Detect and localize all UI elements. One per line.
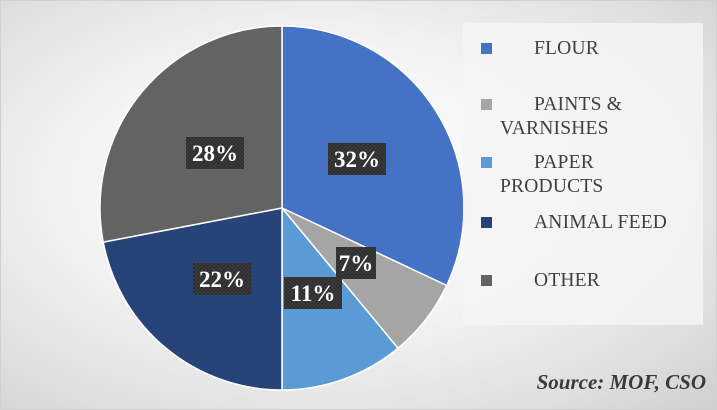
data-label: 11%: [284, 277, 342, 309]
legend-item-paper-products: PAPER PRODUCTS: [481, 151, 700, 199]
legend-label: PAPER PRODUCTS: [500, 152, 604, 197]
legend-swatch: [481, 157, 492, 168]
legend-swatch: [481, 275, 492, 286]
data-label: 32%: [328, 143, 386, 175]
source-note: Source: MOF, CSO: [536, 370, 706, 394]
pie-data-labels: 32% 7%11% 22% 28%: [186, 137, 386, 309]
legend: FLOUR PAINTS & VARNISHES PAPER PRODUCTS ANI…: [463, 23, 703, 325]
data-label: 22%: [193, 263, 251, 295]
data-label-text: 28%: [192, 141, 238, 166]
data-label-text: 11%: [291, 281, 336, 306]
legend-item-other: OTHER: [481, 269, 700, 293]
legend-swatch: [481, 217, 492, 228]
legend-swatch: [481, 99, 492, 110]
data-label-box: [328, 143, 386, 175]
data-label-text: 7%: [339, 251, 374, 276]
data-label-box: [186, 137, 244, 169]
data-label-box: [284, 277, 342, 309]
data-label: 7%: [336, 247, 376, 279]
legend-swatch: [481, 43, 492, 54]
legend-label: PAINTS & VARNISHES: [500, 94, 623, 139]
data-label-box: [336, 247, 376, 279]
pie-slice-other: [99, 25, 283, 243]
legend-label: OTHER: [534, 270, 600, 291]
pie-slices: [99, 25, 465, 391]
data-label-text: 22%: [199, 267, 245, 292]
legend-item-animal-feed: ANIMAL FEED: [481, 211, 700, 235]
data-label: 28%: [186, 137, 244, 169]
legend-label: FLOUR: [534, 38, 599, 59]
data-label-text: 32%: [334, 147, 380, 172]
legend-label: ANIMAL FEED: [534, 212, 668, 233]
pie-slice-animal-feed: [102, 207, 283, 391]
legend-item-flour: FLOUR: [481, 37, 700, 61]
legend-item-paints-varnishes: PAINTS & VARNISHES: [481, 93, 700, 141]
data-label-box: [193, 263, 251, 295]
